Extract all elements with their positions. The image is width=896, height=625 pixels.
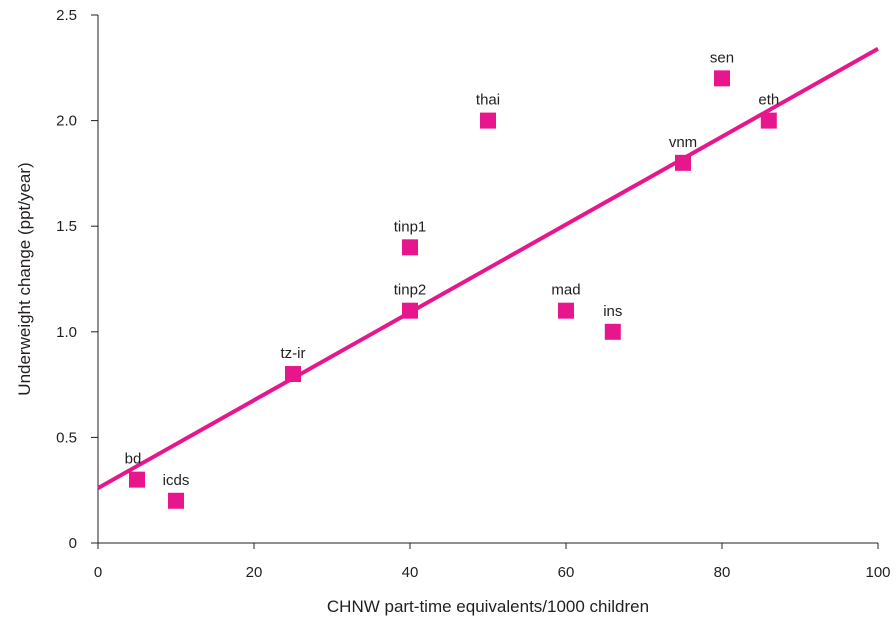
x-tick-label: 100 [865,564,890,581]
point-label-sen: sen [710,49,734,66]
y-tick-label: 0.5 [56,429,77,446]
y-tick-label: 1.5 [56,218,77,235]
point-label-tinp1: tinp1 [394,218,427,235]
trendline [97,47,879,490]
x-tick-label: 20 [246,564,263,581]
data-point-mad [558,302,574,319]
point-label-thai: thai [476,92,500,109]
data-point-sen [714,70,730,87]
point-label-ins: ins [603,303,622,320]
data-point-tinp2 [402,302,418,319]
data-point-icds [168,492,184,509]
points-group: bd icds tz-ir tinp2 tinp1 thai mad ins vnm sen eth [125,49,779,509]
x-tick-label: 60 [558,564,575,581]
x-tick-label: 80 [714,564,731,581]
x-axis-title: CHNW part-time equivalents/1000 children [327,597,649,616]
point-label-vnm: vnm [669,134,697,151]
axes: 0 20 40 60 80 100 0 0.5 1.0 1.5 2.0 2.5 [56,7,890,581]
point-label-eth: eth [758,92,779,109]
point-label-tz-ir: tz-ir [281,345,306,362]
data-point-tz-ir [285,366,301,383]
data-point-bd [129,471,145,488]
data-point-eth [760,112,777,129]
y-tick-label: 2.0 [56,113,77,130]
data-point-ins [604,323,621,340]
x-tick-label: 0 [94,564,102,581]
x-tick-label: 40 [402,564,419,581]
data-point-thai [480,112,496,129]
data-point-vnm [675,154,691,171]
point-label-bd: bd [125,451,142,468]
point-label-tinp2: tinp2 [394,282,427,299]
data-point-tinp1 [402,239,418,256]
point-label-mad: mad [551,282,580,299]
point-label-icds: icds [163,472,190,489]
y-axis-title: Underweight change (ppt/year) [15,162,34,395]
y-tick-label: 1.0 [56,324,77,341]
y-tick-label: 0 [69,535,77,552]
y-tick-label: 2.5 [56,7,77,24]
trendline-group [97,47,879,490]
